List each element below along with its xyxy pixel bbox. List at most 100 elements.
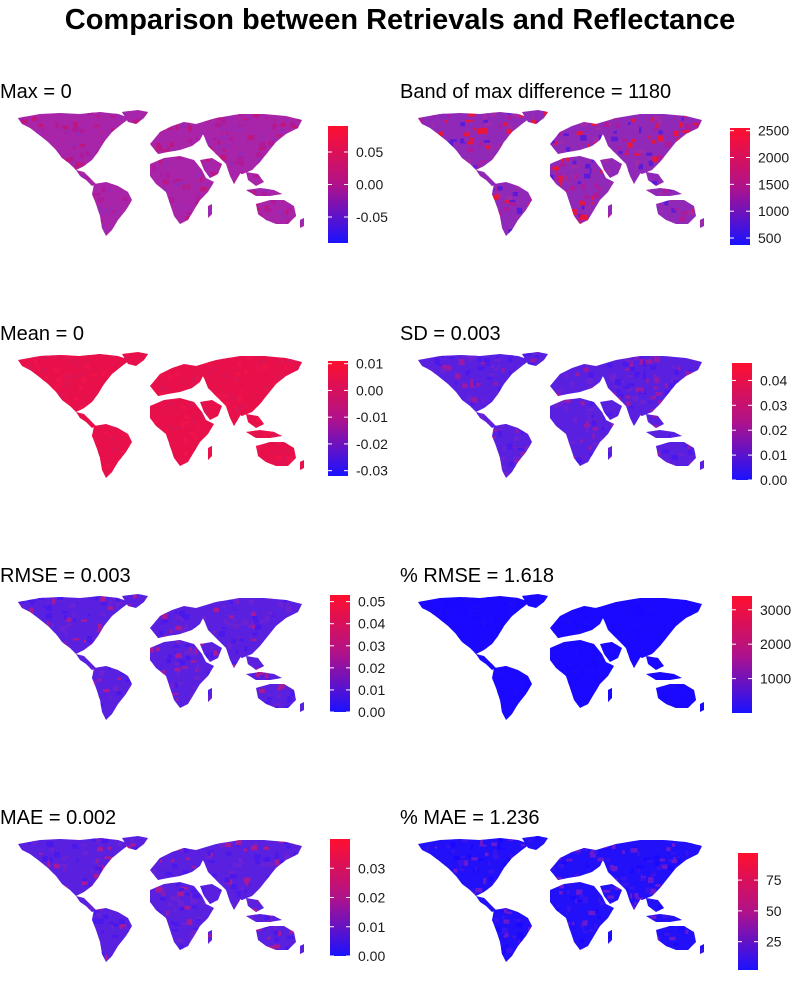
world-map [418, 110, 704, 236]
continent-arabia [200, 158, 222, 178]
colorbar-tick-label: 1000 [758, 203, 789, 219]
continent-central-america [76, 654, 96, 670]
colorbar-tick-label: 0.02 [760, 422, 787, 438]
panel-title: Max = 0 [0, 81, 72, 103]
panel-title: % MAE = 1.236 [400, 807, 540, 829]
colorbar-tick-label: -0.02 [356, 436, 388, 452]
world-map [418, 594, 704, 720]
colorbar: 0.03 0.02 0.01 0.00 [330, 839, 385, 964]
colorbar-gradient [732, 596, 752, 713]
continent-new-zealand [700, 702, 704, 712]
panel-mean: Mean = 0 0.01 0.00 -0.01 -0.02 -0.03 [0, 256, 400, 496]
continent-se-asia [246, 172, 264, 186]
colorbar-tick-label: 0.02 [358, 660, 385, 676]
panel-title: SD = 0.003 [400, 323, 501, 345]
colorbar-gradient [330, 595, 350, 712]
continent-greenland [522, 594, 548, 608]
colorbar-tick-label: 1000 [760, 671, 791, 687]
colorbar-tick-label: 0.01 [760, 447, 787, 463]
colorbar-tick-label: 0.00 [356, 382, 383, 398]
continent-africa [150, 640, 214, 708]
colorbar-tick-label: 0.04 [358, 616, 385, 632]
continent-north-america [18, 112, 130, 170]
continent-africa [550, 156, 614, 224]
world-map [18, 836, 304, 962]
colorbar-tick-label: 50 [766, 903, 782, 919]
continent-new-zealand [700, 460, 704, 470]
colorbar-tick-label: 0.00 [760, 472, 787, 488]
colorbar-tick-label: 0.00 [356, 177, 383, 193]
continent-north-america [18, 354, 130, 412]
colorbar: 0.05 0.00 -0.05 [328, 126, 388, 243]
colorbar-tick-label: 0.03 [358, 638, 385, 654]
colorbar-tick-label: 2000 [760, 636, 791, 652]
colorbar-gradient [328, 361, 348, 476]
colorbar-tick-label: 0.00 [358, 948, 385, 964]
continent-asia [596, 114, 702, 174]
colorbar-tick-label: 0.01 [358, 919, 385, 935]
colorbar-tick-label: 0.03 [358, 860, 385, 876]
continent-arabia [600, 400, 622, 420]
continent-arabia [200, 642, 222, 662]
panel-title: % RMSE = 1.618 [400, 565, 554, 587]
colorbar: 75 50 25 [738, 853, 782, 970]
panel-mae: MAE = 0.002 0.03 0.02 0.01 0.00 [0, 740, 400, 980]
main-title: Comparison between Retrievals and Reflec… [64, 4, 736, 36]
colorbar: 3000 2000 1000 [732, 596, 791, 713]
continent-africa [150, 398, 214, 466]
colorbar-tick-label: 0.03 [760, 397, 787, 413]
colorbar-tick-label: 75 [766, 872, 782, 888]
world-map [18, 594, 304, 720]
colorbar-tick-label: 0.02 [358, 890, 385, 906]
colorbar-gradient [730, 128, 750, 245]
continent-se-asia [646, 414, 664, 428]
colorbar-tick-label: 0.05 [356, 144, 383, 160]
colorbar-gradient [738, 853, 758, 970]
colorbar-tick-label: 2000 [758, 150, 789, 166]
panel-pmae: % MAE = 1.236 75 50 25 [400, 740, 800, 980]
colorbar-tick-label: 0.00 [358, 704, 385, 720]
continent-greenland [522, 110, 548, 124]
continent-central-america [76, 412, 96, 428]
continent-se-asia [646, 656, 664, 670]
panel-max: Max = 0 0.05 0.00 -0.05 [0, 14, 400, 254]
colorbar-tick-label: 0.01 [358, 682, 385, 698]
continent-arabia [200, 884, 222, 904]
continent-india [626, 648, 640, 668]
world-map [418, 836, 704, 962]
colorbar-gradient [732, 363, 752, 480]
continent-central-america [476, 896, 496, 912]
panel-title: RMSE = 0.003 [0, 565, 131, 587]
colorbar: 0.04 0.03 0.02 0.01 0.00 [732, 363, 787, 488]
panel-title: MAE = 0.002 [0, 807, 117, 829]
panel-prmse: % RMSE = 1.618 3000 2000 1000 [400, 498, 800, 738]
continent-asia [596, 598, 702, 658]
colorbar-tick-label: 2500 [758, 123, 789, 139]
continent-india [226, 164, 240, 184]
panel-band: Band of max difference = 1180 2500 2000 150… [400, 14, 800, 254]
continent-europe [550, 122, 604, 154]
colorbar-gradient [328, 126, 348, 243]
continent-north-america [418, 596, 530, 654]
colorbar-tick-label: 3000 [760, 602, 791, 618]
continent-north-america [418, 112, 530, 170]
continent-se-asia [646, 172, 664, 186]
colorbar-tick-label: -0.05 [356, 209, 388, 225]
world-map [418, 352, 704, 478]
continent-new-zealand [300, 944, 304, 954]
colorbar: 0.05 0.04 0.03 0.02 0.01 0.00 [330, 594, 385, 720]
world-map [18, 352, 304, 478]
continent-north-america [18, 838, 130, 896]
colorbar-tick-label: 1500 [758, 176, 789, 192]
colorbar-tick-label: 0.01 [356, 356, 383, 372]
colorbar-tick-label: 0.05 [358, 594, 385, 610]
colorbar: 0.01 0.00 -0.01 -0.02 -0.03 [328, 356, 388, 479]
panel-rmse: RMSE = 0.003 0.05 0.04 0.03 0.02 0.01 0.00 [0, 498, 400, 738]
continent-asia [196, 356, 302, 416]
panel-sd: SD = 0.003 0.04 0.03 0.02 0.01 0.00 [400, 256, 800, 496]
colorbar-tick-label: 500 [758, 230, 782, 246]
colorbar-gradient [330, 839, 350, 956]
colorbar-tick-label: 0.04 [760, 372, 787, 388]
colorbar: 2500 2000 1500 1000 500 [730, 123, 789, 246]
colorbar-tick-label: -0.01 [356, 409, 388, 425]
